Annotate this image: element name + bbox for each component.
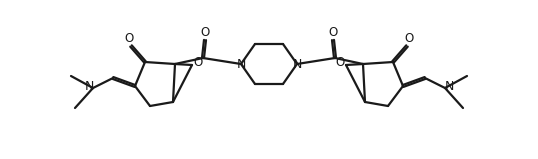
Text: N: N: [236, 58, 246, 70]
Text: O: O: [124, 31, 133, 45]
Text: O: O: [328, 25, 338, 38]
Text: O: O: [193, 56, 203, 69]
Text: O: O: [200, 25, 210, 38]
Text: O: O: [335, 56, 345, 69]
Text: N: N: [292, 58, 302, 70]
Text: O: O: [405, 31, 414, 45]
Text: N: N: [444, 80, 454, 93]
Text: N: N: [84, 80, 94, 93]
